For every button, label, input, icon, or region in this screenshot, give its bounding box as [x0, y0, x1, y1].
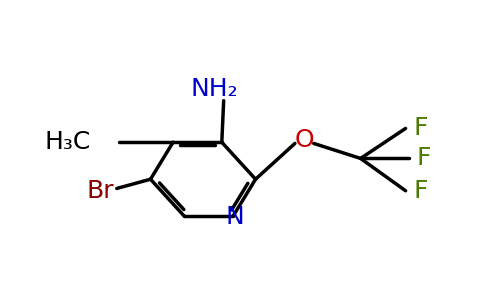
Text: N: N — [226, 205, 244, 229]
Text: NH₂: NH₂ — [191, 77, 238, 101]
Text: O: O — [294, 128, 314, 152]
Text: Br: Br — [86, 179, 114, 203]
Text: F: F — [417, 146, 431, 170]
Text: F: F — [413, 179, 427, 203]
Text: F: F — [413, 116, 427, 140]
Text: H₃C: H₃C — [44, 130, 91, 154]
